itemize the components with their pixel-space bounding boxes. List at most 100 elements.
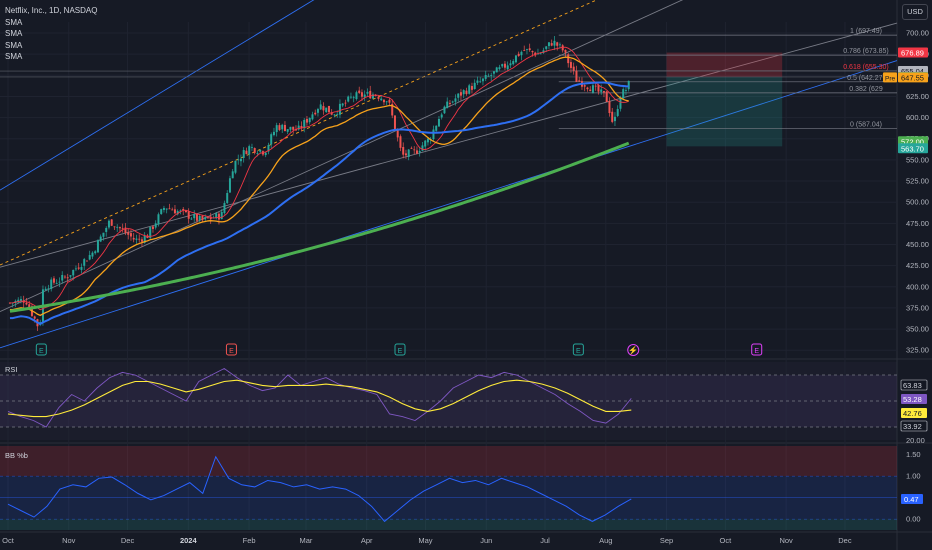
candle-body — [440, 114, 443, 118]
candle-body — [190, 218, 193, 220]
candle-body — [237, 159, 240, 161]
candle-body — [545, 46, 548, 49]
candle-body — [83, 259, 86, 266]
candle-body — [512, 61, 515, 65]
candle-body — [204, 217, 207, 220]
candle-body — [462, 90, 465, 95]
candle-body — [193, 214, 196, 219]
rsi-value-badge-label: 63.83 — [903, 381, 922, 390]
candle-body — [132, 237, 135, 240]
bb-axis-label: 1.50 — [906, 450, 921, 459]
bb-pane-title: BB %b — [5, 451, 28, 460]
candle-body — [242, 150, 245, 158]
x-tick-label: Nov — [62, 536, 76, 545]
candle-body — [182, 208, 185, 211]
earnings-marker-label: E — [39, 348, 44, 355]
candle-body — [352, 97, 355, 99]
y-tick-label: 425.00 — [906, 261, 929, 270]
sma-line-medium — [9, 56, 629, 317]
candle-body — [465, 90, 468, 95]
rsi-value-badge — [900, 420, 928, 432]
candle-body — [303, 119, 306, 129]
candles — [8, 35, 630, 331]
candle-body — [74, 268, 77, 270]
candle-body — [63, 276, 66, 278]
candle-body — [539, 53, 542, 55]
indicator-label-sma-3[interactable]: SMA — [5, 40, 23, 50]
candle-body — [624, 90, 627, 91]
y-tick-label: 450.00 — [906, 240, 929, 249]
earnings-marker-label: E — [754, 348, 759, 355]
earnings-marker-label: E — [576, 348, 581, 355]
candle-body — [275, 125, 278, 133]
rsi-value-badge-label: 53.28 — [903, 395, 922, 404]
y-tick-label: 400.00 — [906, 282, 929, 291]
candle-body — [338, 103, 341, 115]
candle-body — [88, 255, 91, 260]
candle-body — [415, 150, 418, 154]
bb-overbought-zone — [0, 446, 897, 477]
candle-body — [184, 210, 187, 213]
earnings-marker — [225, 343, 237, 356]
indicator-label-sma-2[interactable]: SMA — [5, 29, 23, 38]
candle-body — [129, 233, 132, 237]
x-tick-label: Apr — [361, 536, 373, 545]
candle-body — [228, 178, 231, 193]
candle-body — [448, 102, 451, 104]
x-tick-label: Dec — [838, 536, 852, 545]
indicator-label-sma-4[interactable]: SMA — [5, 52, 23, 61]
y-tick-label: 600.00 — [906, 113, 929, 122]
candle-body — [600, 89, 603, 92]
x-tick-label: Aug — [599, 536, 612, 545]
candle-body — [195, 213, 198, 221]
candle-body — [443, 106, 446, 114]
y-tick-label: 550.00 — [906, 155, 929, 164]
y-tick-label: 625.00 — [906, 92, 929, 101]
candle-body — [556, 42, 559, 46]
rsi-ma-line — [7, 379, 632, 418]
symbol-title: Netflix, Inc., 1D, NASDAQ — [5, 6, 98, 15]
candle-body — [481, 78, 484, 82]
candle-body — [239, 158, 242, 162]
x-tick-label: Jun — [480, 536, 492, 545]
pre-market-tag — [883, 72, 897, 83]
candle-body — [121, 228, 124, 230]
candle-body — [490, 75, 493, 77]
candle-body — [198, 215, 201, 221]
candle-body — [506, 65, 509, 70]
candle-body — [446, 101, 449, 109]
x-tick-label: Oct — [720, 536, 733, 545]
bb-axis-label: 1.00 — [906, 472, 921, 481]
candle-body — [611, 111, 614, 122]
candle-body — [50, 279, 53, 289]
earnings-marker-label: E — [398, 348, 403, 355]
candle-body — [344, 102, 347, 104]
candle-body — [110, 219, 113, 226]
indicator-label-sma-1[interactable]: SMA — [5, 17, 23, 27]
candle-body — [385, 101, 388, 103]
rsi-value-badge — [900, 379, 928, 391]
candle-body — [605, 91, 608, 103]
candle-body — [572, 66, 575, 71]
candle-body — [341, 103, 344, 106]
candle-body — [33, 316, 36, 319]
candle-body — [220, 211, 223, 220]
take-profit-zone — [666, 76, 783, 147]
x-tick-label: Nov — [779, 536, 793, 545]
candle-body — [55, 282, 58, 284]
candle-body — [311, 114, 314, 120]
y-tick-label: 525.00 — [906, 177, 929, 186]
candle-body — [149, 227, 152, 239]
candle-body — [300, 125, 303, 128]
candle-body — [8, 302, 11, 304]
candle-body — [393, 115, 396, 130]
candle-body — [270, 134, 273, 145]
y-tick-label: 475.00 — [906, 219, 929, 228]
price-badge-label: 572.00 — [901, 137, 924, 146]
candle-body — [473, 82, 476, 90]
candle-body — [61, 275, 64, 281]
candle-body — [333, 114, 336, 116]
currency-button[interactable]: USD — [902, 4, 928, 20]
price-badge-label: 676.89 — [901, 49, 924, 58]
